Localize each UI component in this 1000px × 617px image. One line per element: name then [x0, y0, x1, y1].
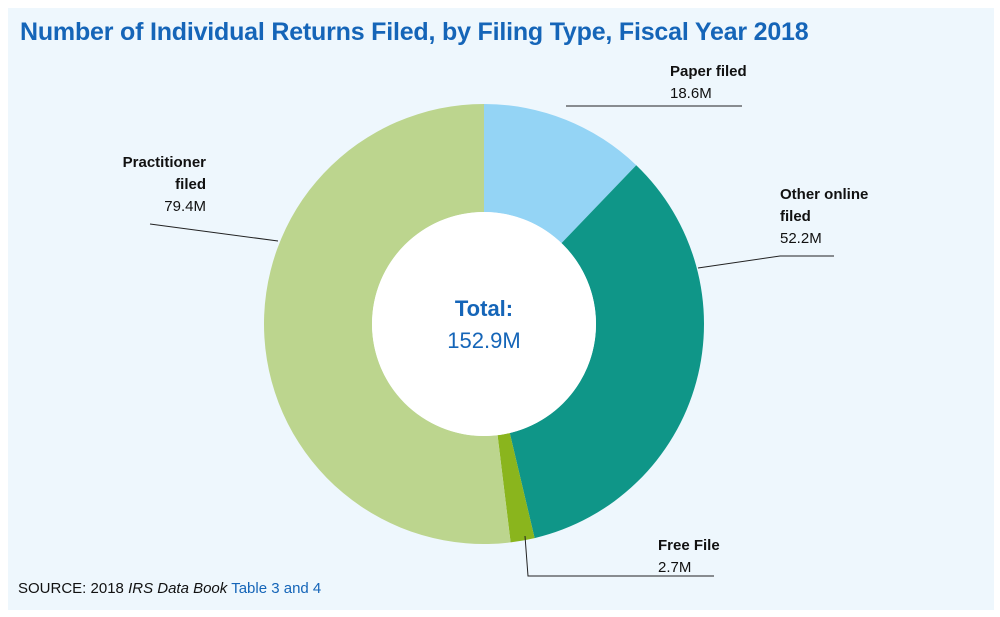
slice-label-value: 18.6M: [670, 85, 712, 102]
slice-label-value: 52.2M: [780, 230, 822, 247]
chart-panel: Number of Individual Returns Filed, by F…: [8, 8, 994, 610]
chart-title: Number of Individual Returns Filed, by F…: [20, 18, 809, 46]
slice-label-value: 79.4M: [164, 198, 206, 215]
slice-label-name: filed: [175, 176, 206, 193]
center-total-label: Total:: [455, 296, 513, 321]
slice-practitioner-filed: [263, 104, 511, 545]
slice-label-name: filed: [780, 208, 811, 225]
slice-label-name: Paper filed: [670, 63, 747, 80]
leader-lines: [149, 105, 834, 577]
slice-other-online-filed: [509, 165, 704, 539]
slice-label-name: Other online: [780, 186, 868, 203]
donut-hole: [372, 212, 596, 436]
leader-line: [149, 223, 279, 242]
leader-line: [697, 255, 834, 269]
source-note: SOURCE: 2018 IRS Data Book Table 3 and 4: [18, 580, 321, 597]
source-prefix: SOURCE: 2018: [18, 580, 124, 597]
center-total-value: 152.9M: [447, 328, 520, 353]
slice-labels: Paper filed 18.6M Other online filed 52.2M Fr…: [123, 63, 869, 576]
slice-paper-filed: [484, 104, 637, 244]
source-book: IRS Data Book: [128, 580, 228, 597]
slice-label-name: Free File: [658, 537, 720, 554]
donut-slices: [263, 104, 704, 545]
slice-free-file: [497, 432, 535, 543]
donut-chart: Paper filed 18.6M Other online filed 52.2M Fr…: [123, 63, 869, 577]
source-link[interactable]: Table 3 and 4: [231, 580, 322, 597]
leader-line: [524, 535, 714, 577]
slice-label-value: 2.7M: [658, 559, 691, 576]
slice-label-name: Practitioner: [123, 154, 207, 171]
